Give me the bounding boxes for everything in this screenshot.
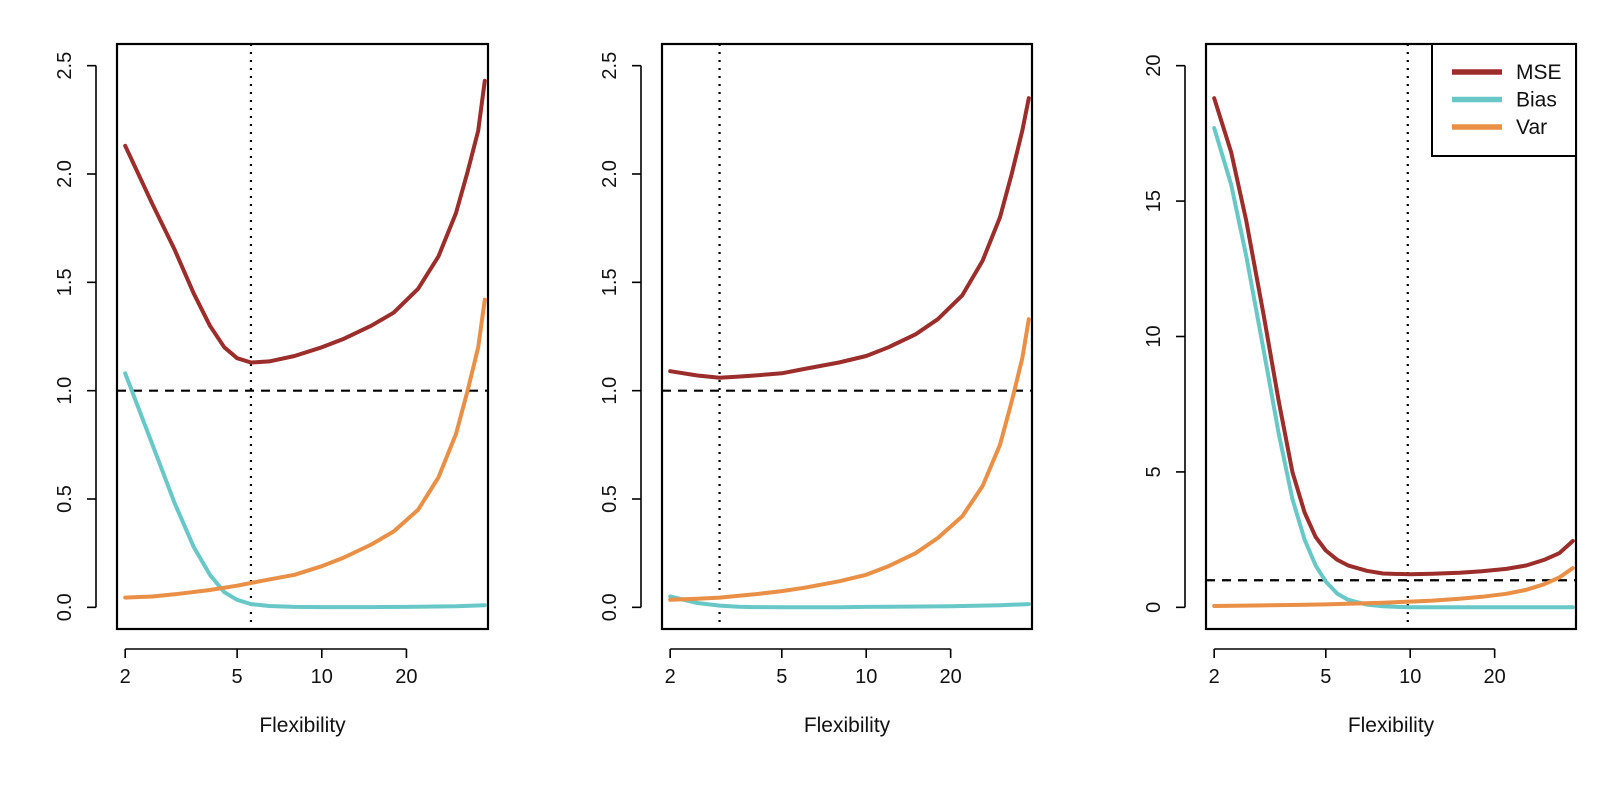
- legend-label-var: Var: [1516, 116, 1547, 139]
- series-mse-line: [123, 78, 487, 365]
- panel-2: 2 5 10 20 Flexibility 0.0 0.5 1.0 1.5 2.0 2.5: [599, 42, 1034, 737]
- y-tick-label: 5: [1143, 466, 1165, 477]
- x-tick-label: 5: [776, 666, 787, 688]
- curves: [123, 78, 487, 610]
- x-tick-label: 2: [1209, 666, 1220, 688]
- x-tick-label: 5: [1320, 666, 1331, 688]
- series-var-line: [668, 317, 1031, 602]
- y-tick-label: 20: [1143, 55, 1165, 77]
- series-mse-line: [668, 96, 1031, 380]
- x-tick-label: 2: [120, 666, 131, 688]
- y-tick-label: 1.0: [54, 377, 76, 405]
- y-tick-label: 10: [1143, 325, 1165, 347]
- x-tick-label: 5: [232, 666, 243, 688]
- y-tick-label: 1.5: [54, 268, 76, 296]
- series-bias-line: [668, 594, 1031, 610]
- panel-1: 2 5 10 20 Flexibility 0.0 0.5 1.0 1.5 2.0 2.5: [54, 42, 490, 737]
- series-var-line: [123, 297, 487, 600]
- y-tick-label: 0.5: [54, 485, 76, 513]
- x-tick-label: 2: [665, 666, 676, 688]
- y-tick-label: 1.0: [599, 377, 621, 405]
- x-axis-title: Flexibility: [1348, 714, 1435, 737]
- series-bias-line: [123, 371, 487, 610]
- x-axis-title: Flexibility: [804, 714, 891, 737]
- y-tick-label: 0.5: [599, 485, 621, 513]
- x-tick-label: 20: [395, 666, 417, 688]
- series-var-line: [1212, 566, 1575, 608]
- legend-label-mse: MSE: [1516, 61, 1562, 84]
- x-axis-title: Flexibility: [259, 714, 346, 737]
- series-mse-line: [1212, 96, 1575, 577]
- plot-frame: [1204, 42, 1578, 631]
- y-tick-label: 2.0: [599, 160, 621, 188]
- panel-3: 2 5 10 20 Flexibility 0 5 10 15 20 MSE Bias Var: [1143, 42, 1578, 737]
- y-tick-label: 2.5: [54, 52, 76, 80]
- y-tick-label: 15: [1143, 190, 1165, 212]
- y-tick-label: 0.0: [54, 593, 76, 621]
- y-tick-label: 0.0: [599, 593, 621, 621]
- curves: [1212, 96, 1575, 610]
- y-tick-label: 2.5: [599, 52, 621, 80]
- x-tick-label: 10: [311, 666, 333, 688]
- x-tick-label: 10: [855, 666, 877, 688]
- y-tick-label: 1.5: [599, 268, 621, 296]
- y-tick-label: 0: [1143, 602, 1165, 613]
- plot-frame: [115, 42, 490, 631]
- y-tick-label: 2.0: [54, 160, 76, 188]
- curves: [668, 96, 1031, 610]
- x-tick-label: 20: [1484, 666, 1506, 688]
- plot-frame: [660, 42, 1034, 631]
- x-tick-label: 20: [940, 666, 962, 688]
- legend: MSE Bias Var: [1431, 43, 1577, 157]
- series-bias-line: [1212, 126, 1575, 610]
- x-tick-label: 10: [1399, 666, 1421, 688]
- legend-label-bias: Bias: [1516, 89, 1557, 112]
